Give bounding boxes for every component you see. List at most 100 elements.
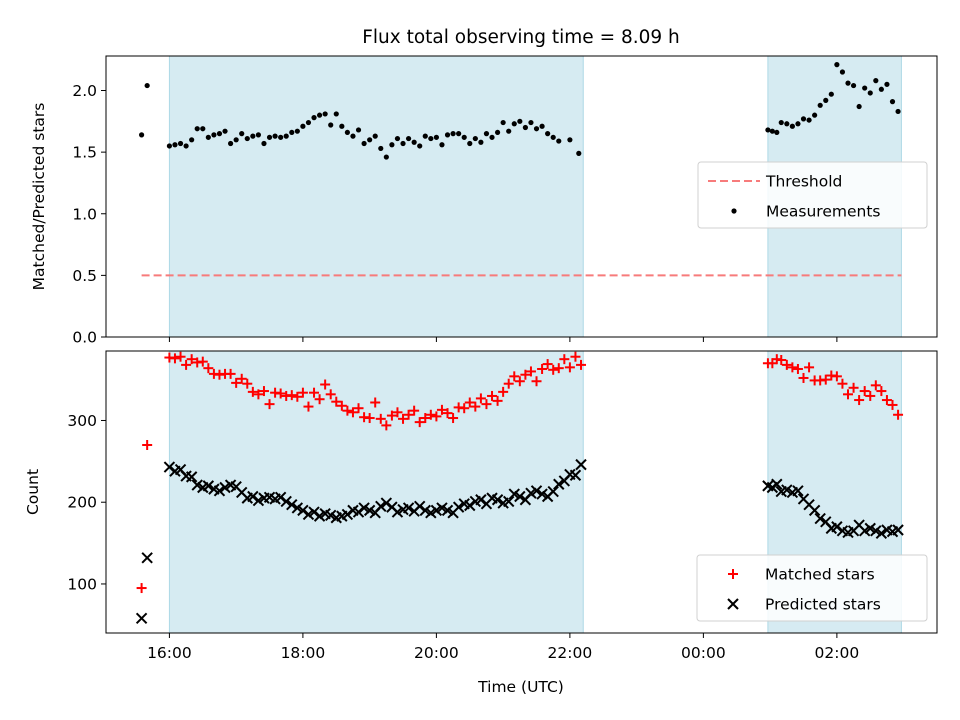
data-point [333,111,339,117]
data-point [789,123,795,129]
x-tick-label: 22:00 [548,644,593,662]
data-point [286,390,297,401]
series-measurements [138,62,901,160]
data-point [494,129,501,136]
data-point [545,131,551,137]
data-point [325,389,336,400]
legend-marker [731,208,737,214]
data-point [231,377,242,388]
data-point [314,394,325,405]
x-axis-label: Time (UTC) [477,678,564,696]
data-point [774,129,780,136]
data-point [383,154,389,160]
data-point [203,363,214,374]
data-point [194,126,200,132]
data-point [556,138,562,144]
data-point [893,409,904,420]
data-point [344,129,351,136]
data-point [778,119,784,126]
data-point [502,495,515,508]
data-point [525,366,536,377]
data-point [452,501,465,513]
data-point [216,131,223,137]
axes-frame [105,55,938,338]
data-point [169,353,180,364]
data-point [481,399,492,410]
data-point [364,413,375,424]
data-point [428,135,434,142]
data-point [878,86,884,92]
data-point [892,524,904,536]
data-point [848,382,859,393]
data-point [266,134,273,140]
data-point [222,128,228,134]
data-point [244,135,250,142]
data-point [550,134,556,140]
data-point [380,497,393,509]
data-point [272,133,278,139]
x-tick-label: 20:00 [414,644,459,662]
y-tick-label: 0.5 [72,267,97,285]
data-point [403,409,414,420]
data-point [806,117,812,123]
data-point [895,108,901,115]
data-point [355,127,362,133]
data-point [166,143,173,149]
data-point [564,362,575,373]
data-point [862,85,868,91]
axes-frame [105,350,938,634]
data-point [425,409,436,420]
data-point [183,143,189,149]
series-matched-stars [136,351,904,594]
data-point [881,395,892,406]
data-point [828,91,834,97]
data-point [769,128,775,134]
data-point [837,378,848,389]
data-point [798,372,809,383]
data-point [177,140,184,147]
y-axis-label: Matched/Predicted stars [30,103,48,291]
data-point [520,369,531,380]
data-point [448,413,459,424]
top-panel-ratio: 0.0 0.5 1.0 1.5 2.0 Matched/Predicted stars Th… [30,55,938,347]
data-point [442,408,453,419]
data-point [478,139,484,145]
data-point [514,376,525,387]
data-point [309,387,320,398]
data-point [792,485,804,497]
data-point [876,386,887,397]
data-point [575,458,587,471]
data-point [464,397,475,408]
x-tick-label: 02:00 [815,644,860,662]
data-point [352,506,365,518]
data-point [856,103,862,110]
data-point [294,128,300,134]
data-point [843,389,854,400]
data-point [553,363,564,374]
data-point [409,405,420,416]
legend-label: Measurements [766,203,881,221]
data-point [450,131,456,137]
data-point [172,142,178,148]
data-point [297,387,308,398]
shaded-span-1 [168,55,584,338]
data-point [569,469,582,481]
data-point [814,512,826,525]
data-point [255,132,262,138]
data-point [303,401,314,412]
legend-label: Matched stars [765,566,875,584]
data-point [533,126,540,132]
data-point [548,364,559,375]
data-point [185,471,198,483]
data-point [845,80,851,86]
data-point [528,119,534,126]
data-point [514,490,526,503]
data-point [522,124,528,131]
data-point [831,521,843,533]
data-point [537,363,548,374]
data-point [489,134,495,140]
data-point [236,373,247,384]
data-point [417,143,423,149]
data-point [503,378,514,389]
data-point [292,391,303,402]
